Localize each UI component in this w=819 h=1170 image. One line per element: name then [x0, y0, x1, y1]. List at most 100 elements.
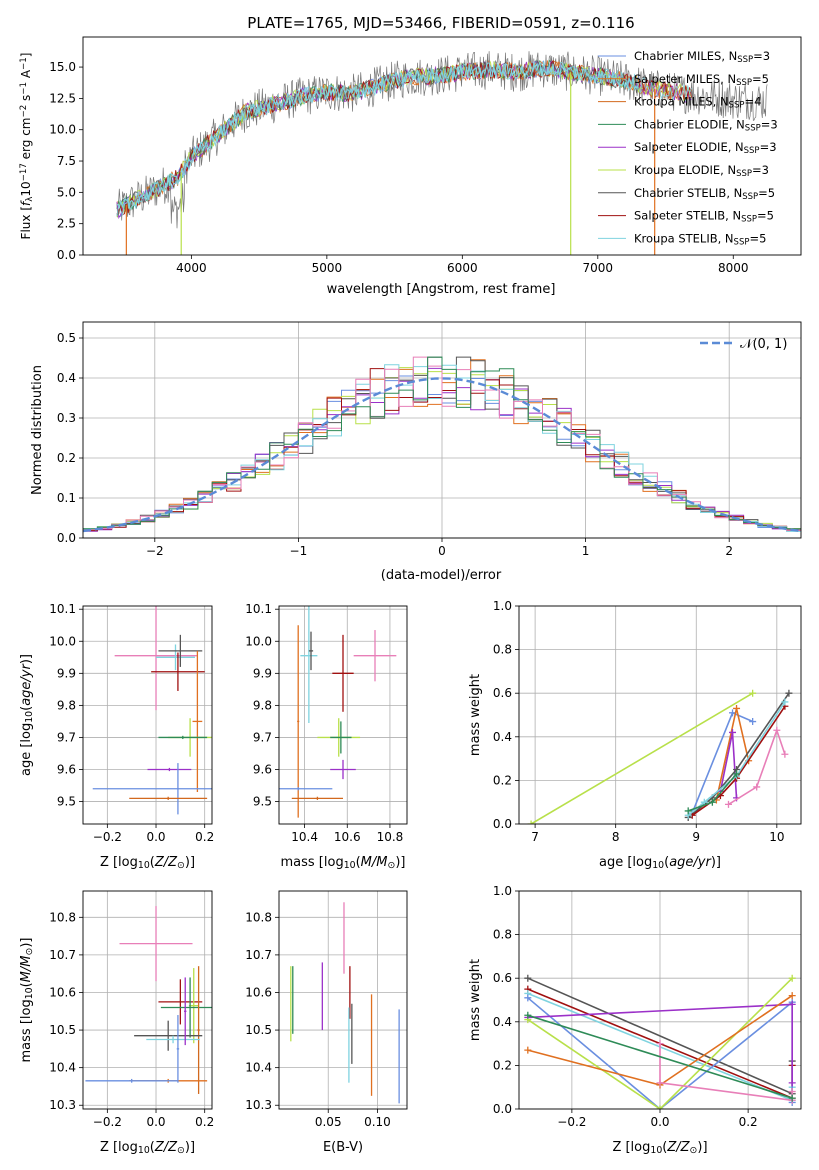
legend-label-part: =3	[761, 117, 778, 131]
error-bar-point	[158, 735, 208, 740]
x-axis-label-part: E(B-V)	[323, 1140, 363, 1155]
y-tick-label: 10.3	[49, 1098, 76, 1112]
legend-label-part: Kroupa ELODIE, N	[634, 163, 736, 177]
x-tick-label: 8000	[718, 261, 749, 275]
legend-label: 𝒩(0, 1)	[740, 337, 787, 352]
legend-label-part: SSP	[742, 192, 758, 202]
y-tick-label: 0.5	[57, 331, 76, 345]
y-tick-label: 0.4	[493, 1015, 512, 1029]
legend-label-part: =3	[753, 49, 770, 63]
legend-label-part: SSP	[729, 101, 745, 111]
y-tick-label: 10.5	[49, 1023, 76, 1037]
mass-weight-line	[687, 692, 790, 819]
axes-frame	[82, 605, 213, 825]
error-bar-point	[308, 631, 314, 671]
x-tick-label: −2	[146, 544, 164, 558]
y-tick-label: 12.5	[49, 91, 76, 105]
legend-label-part: =3	[752, 163, 769, 177]
error-bar-point	[114, 606, 198, 711]
y-tick-label: 0.0	[57, 248, 76, 262]
y-tick-label: 1.0	[493, 884, 512, 898]
plot-area-age_vs_Z	[92, 606, 212, 815]
y-tick-label: 0.4	[57, 371, 76, 385]
legend-label-part: =5	[749, 231, 766, 245]
mass-weight-marker	[656, 1040, 664, 1048]
x-axis-label: Z [log10(Z/Z⊙)]	[100, 1140, 195, 1156]
x-axis-label-part: mass [log	[281, 855, 344, 870]
x-axis-label-part: ⊙	[177, 1145, 185, 1156]
mass-weight-marker	[788, 1000, 796, 1008]
x-axis-label-part: Z [log	[100, 1140, 138, 1155]
mass-weight-marker	[524, 1046, 532, 1054]
y-tick-label: 10.4	[245, 1061, 272, 1075]
x-axis-label-part: ⊙	[690, 1145, 698, 1156]
y-tick-label: 0.8	[493, 643, 512, 657]
plot-area-weight_vs_age	[527, 689, 793, 824]
x-axis-label-part: Z [log	[100, 855, 138, 870]
error-bar-point	[134, 1020, 203, 1051]
legend-label: Salpeter STELIB, NSSP=5	[634, 209, 774, 225]
x-tick-label: −0.2	[557, 1115, 586, 1129]
legend-label: Kroupa MILES, NSSP=4	[634, 95, 761, 111]
x-axis-label-part: (	[664, 855, 669, 870]
axes-residuals: −2 −1 0 1 2 0.0 0.1 0.2 0.3 0.4 0.5	[57, 321, 802, 558]
x-axis-label-part: )]	[395, 855, 405, 870]
x-axis-label-part: 10	[344, 860, 356, 871]
y-tick-label: 0.4	[493, 730, 512, 744]
y-axis-label: mass weight	[468, 959, 483, 1041]
x-axis-label-part: Z/Z	[154, 1140, 178, 1155]
x-axis-label-part: 10	[652, 860, 664, 871]
y-axis-label-part: erg cm	[19, 118, 33, 164]
error-bar-point	[147, 767, 192, 772]
x-axis-label-part: Z/Z	[666, 1140, 690, 1155]
error-bar-point	[146, 1035, 200, 1044]
legend-residuals: 𝒩(0, 1)	[700, 337, 787, 352]
axes-mass_vs_Z: −0.2 0.0 0.2 10.3 10.4 10.5 10.6 10.7 10.8	[49, 890, 214, 1129]
mass-weight-marker	[788, 1079, 796, 1087]
y-axis-label-part: 10	[24, 711, 35, 723]
y-axis-label-part: −1	[19, 82, 29, 95]
y-axis-label: Flux [fλ10−17 erg cm−2 s−1 A−1]	[19, 53, 35, 240]
axes-frame	[518, 890, 802, 1110]
mass-weight-line	[530, 692, 754, 824]
y-tick-label: 7.5	[57, 154, 76, 168]
y-tick-label: 0.6	[493, 686, 512, 700]
error-bar-point	[129, 796, 208, 800]
y-tick-label: 9.5	[57, 795, 76, 809]
y-tick-label: 0.0	[493, 1102, 512, 1116]
y-axis-label-part: λ	[25, 197, 35, 202]
y-axis-label-part: −17	[19, 163, 29, 181]
legend-label-part: Salpeter ELODIE, N	[634, 140, 744, 154]
x-tick-label: −0.2	[93, 1115, 122, 1129]
legend-label-part: Kroupa STELIB, N	[634, 231, 734, 245]
axes-frame	[82, 890, 213, 1110]
x-axis-label-part: 10	[138, 860, 150, 871]
mass-weight-marker	[708, 798, 716, 806]
x-tick-label: 6000	[447, 261, 478, 275]
legend-label-part: Chabrier MILES, N	[634, 49, 737, 63]
y-tick-label: 10.6	[49, 985, 76, 999]
mass-weight-marker	[749, 718, 757, 726]
y-tick-label: 0.2	[493, 773, 512, 787]
error-bar-point	[151, 652, 205, 691]
mass-weight-marker	[733, 704, 741, 712]
x-axis-label: wavelength [Angstrom, rest frame]	[327, 282, 556, 297]
x-axis-label-part: Z [log	[612, 1140, 650, 1155]
mass-weight-marker	[788, 1088, 796, 1096]
plot-area-mass_vs_ebv	[290, 902, 400, 1104]
y-tick-label: 10.5	[245, 1023, 272, 1037]
x-axis-label-part: (	[662, 1140, 667, 1155]
mass-weight-marker	[785, 689, 793, 697]
y-axis-label-part: ⊙	[24, 948, 35, 956]
y-tick-label: 9.9	[253, 666, 272, 680]
error-bar-point	[353, 630, 397, 682]
legend-label-part: SSP	[734, 238, 750, 248]
error-bar-point	[291, 796, 343, 800]
mass-weight-marker	[684, 807, 692, 815]
error-bar-point	[156, 644, 195, 671]
x-tick-label: 10.8	[377, 830, 404, 844]
axes-weight_vs_Z: −0.2 0.0 0.2 0.0 0.2 0.4 0.6 0.8 1.0	[493, 884, 802, 1129]
x-tick-label: 0.2	[195, 830, 214, 844]
y-axis-label-part: )]	[19, 654, 34, 664]
